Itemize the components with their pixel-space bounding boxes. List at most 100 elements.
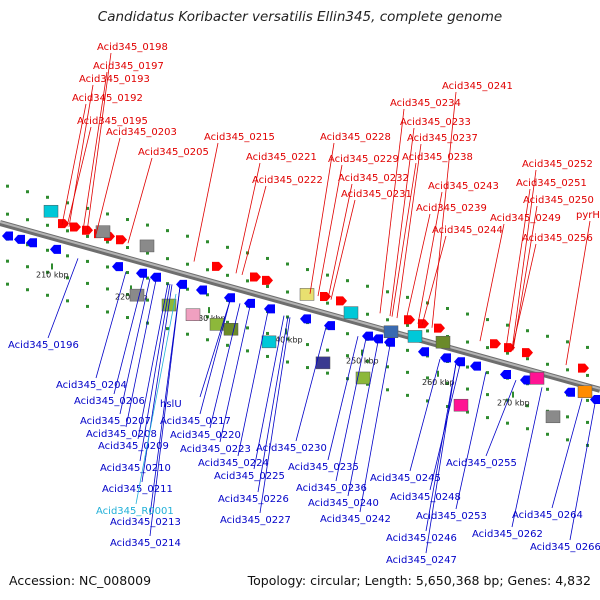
minus-gene-arrow	[196, 285, 207, 295]
tick-mark	[186, 287, 189, 291]
label-connector	[149, 286, 181, 537]
label-connector	[511, 169, 537, 351]
gene-label: Acid345_0248	[390, 492, 461, 503]
tick-mark	[226, 245, 229, 249]
tick-mark	[86, 281, 89, 285]
tick-mark	[466, 365, 469, 369]
feature-box	[383, 325, 399, 339]
tick-mark	[306, 268, 309, 272]
label-connector	[389, 127, 415, 317]
gene-label: Acid345_0204	[56, 380, 127, 391]
tick-mark	[306, 366, 309, 370]
label-connector	[565, 220, 591, 366]
label-connector	[125, 279, 157, 428]
tick-mark	[46, 293, 49, 297]
scale-label: 230 kbp	[193, 314, 226, 323]
tick-mark	[506, 323, 509, 327]
gene-label: Acid345_0238	[402, 152, 473, 163]
map-title: Candidatus Koribacter versatilis Ellin34…	[97, 9, 503, 25]
tick-mark	[146, 223, 149, 227]
label-connector	[95, 271, 127, 379]
gene-label: Acid345_0240	[308, 498, 379, 509]
feature-box	[577, 385, 593, 398]
tick-mark	[266, 331, 269, 335]
gene-label: Acid345_0250	[523, 195, 594, 206]
tick-mark	[366, 382, 369, 386]
gene-label: Acid345_0266	[530, 542, 600, 553]
minus-gene-arrow	[470, 361, 481, 371]
tick-mark	[446, 306, 449, 310]
minus-gene-arrow	[112, 262, 123, 272]
feature-box	[139, 239, 155, 253]
plus-gene-arrow	[578, 363, 589, 373]
tick-mark	[306, 343, 309, 347]
tick-mark	[486, 346, 489, 350]
label-connector	[47, 258, 79, 339]
label-connector	[379, 108, 405, 314]
gene-label: Acid345_0244	[432, 225, 503, 236]
tick-mark	[246, 251, 249, 255]
tick-mark	[346, 332, 349, 336]
gene-label: Acid345_0222	[252, 175, 323, 186]
gene-label: Acid345_0235	[288, 462, 359, 473]
gene-label: Acid345_0214	[110, 538, 181, 549]
tick-mark	[86, 234, 89, 238]
label-connector	[511, 387, 543, 528]
label-connector	[199, 300, 231, 415]
gene-label: pyrH	[576, 210, 600, 221]
tick-mark	[26, 288, 29, 292]
gene-label: Acid345_0226	[218, 494, 289, 505]
tick-mark	[66, 299, 69, 303]
feature-box	[435, 335, 451, 349]
tick-mark	[526, 329, 529, 333]
minus-gene-arrow	[300, 314, 311, 324]
tick-mark	[206, 293, 209, 297]
label-connector	[485, 379, 517, 457]
tick-mark	[166, 257, 169, 261]
tick-mark	[366, 312, 369, 316]
tick-mark	[506, 398, 509, 402]
minus-gene-arrow	[150, 272, 161, 282]
label-connector	[209, 303, 241, 429]
gene-label: Acid345_0253	[416, 511, 487, 522]
tick-mark	[126, 246, 129, 250]
gene-label: Acid345_0225	[214, 471, 285, 482]
tick-mark	[486, 393, 489, 397]
minus-gene-arrow	[176, 279, 187, 289]
gene-label: Acid345_0213	[110, 517, 181, 528]
tick-mark	[46, 248, 49, 252]
label-connector	[61, 103, 87, 225]
tick-mark	[366, 284, 369, 288]
gene-label: Acid345_0221	[246, 152, 317, 163]
label-connector	[257, 316, 289, 493]
tick-mark	[66, 276, 69, 280]
tick-mark	[126, 316, 129, 320]
tick-mark	[66, 229, 69, 233]
tick-mark	[46, 270, 49, 274]
gene-label: Acid345_0215	[204, 132, 275, 143]
minus-gene-arrow	[14, 234, 25, 244]
tick-mark	[206, 240, 209, 244]
label-connector	[409, 358, 441, 472]
label-connector	[193, 142, 219, 262]
gene-label: Acid345_0241	[442, 81, 513, 92]
tick-mark	[266, 256, 269, 260]
tick-mark	[406, 393, 409, 397]
feature-box	[43, 204, 59, 218]
minus-gene-arrow	[500, 370, 511, 379]
label-connector	[119, 278, 151, 415]
label-connector	[511, 243, 537, 351]
gene-label: Acid345_0249	[490, 213, 561, 224]
tick-mark	[246, 326, 249, 330]
tick-mark	[466, 312, 469, 316]
feature-box	[223, 323, 239, 336]
gene-label: Acid345_0234	[390, 98, 461, 109]
tick-mark	[286, 262, 289, 266]
tick-mark	[326, 348, 329, 352]
feature-box	[545, 410, 561, 424]
feature-box	[209, 318, 225, 331]
gene-label: Acid345_0231	[341, 189, 412, 200]
label-connector	[86, 52, 112, 232]
plus-gene-arrow	[522, 348, 533, 358]
